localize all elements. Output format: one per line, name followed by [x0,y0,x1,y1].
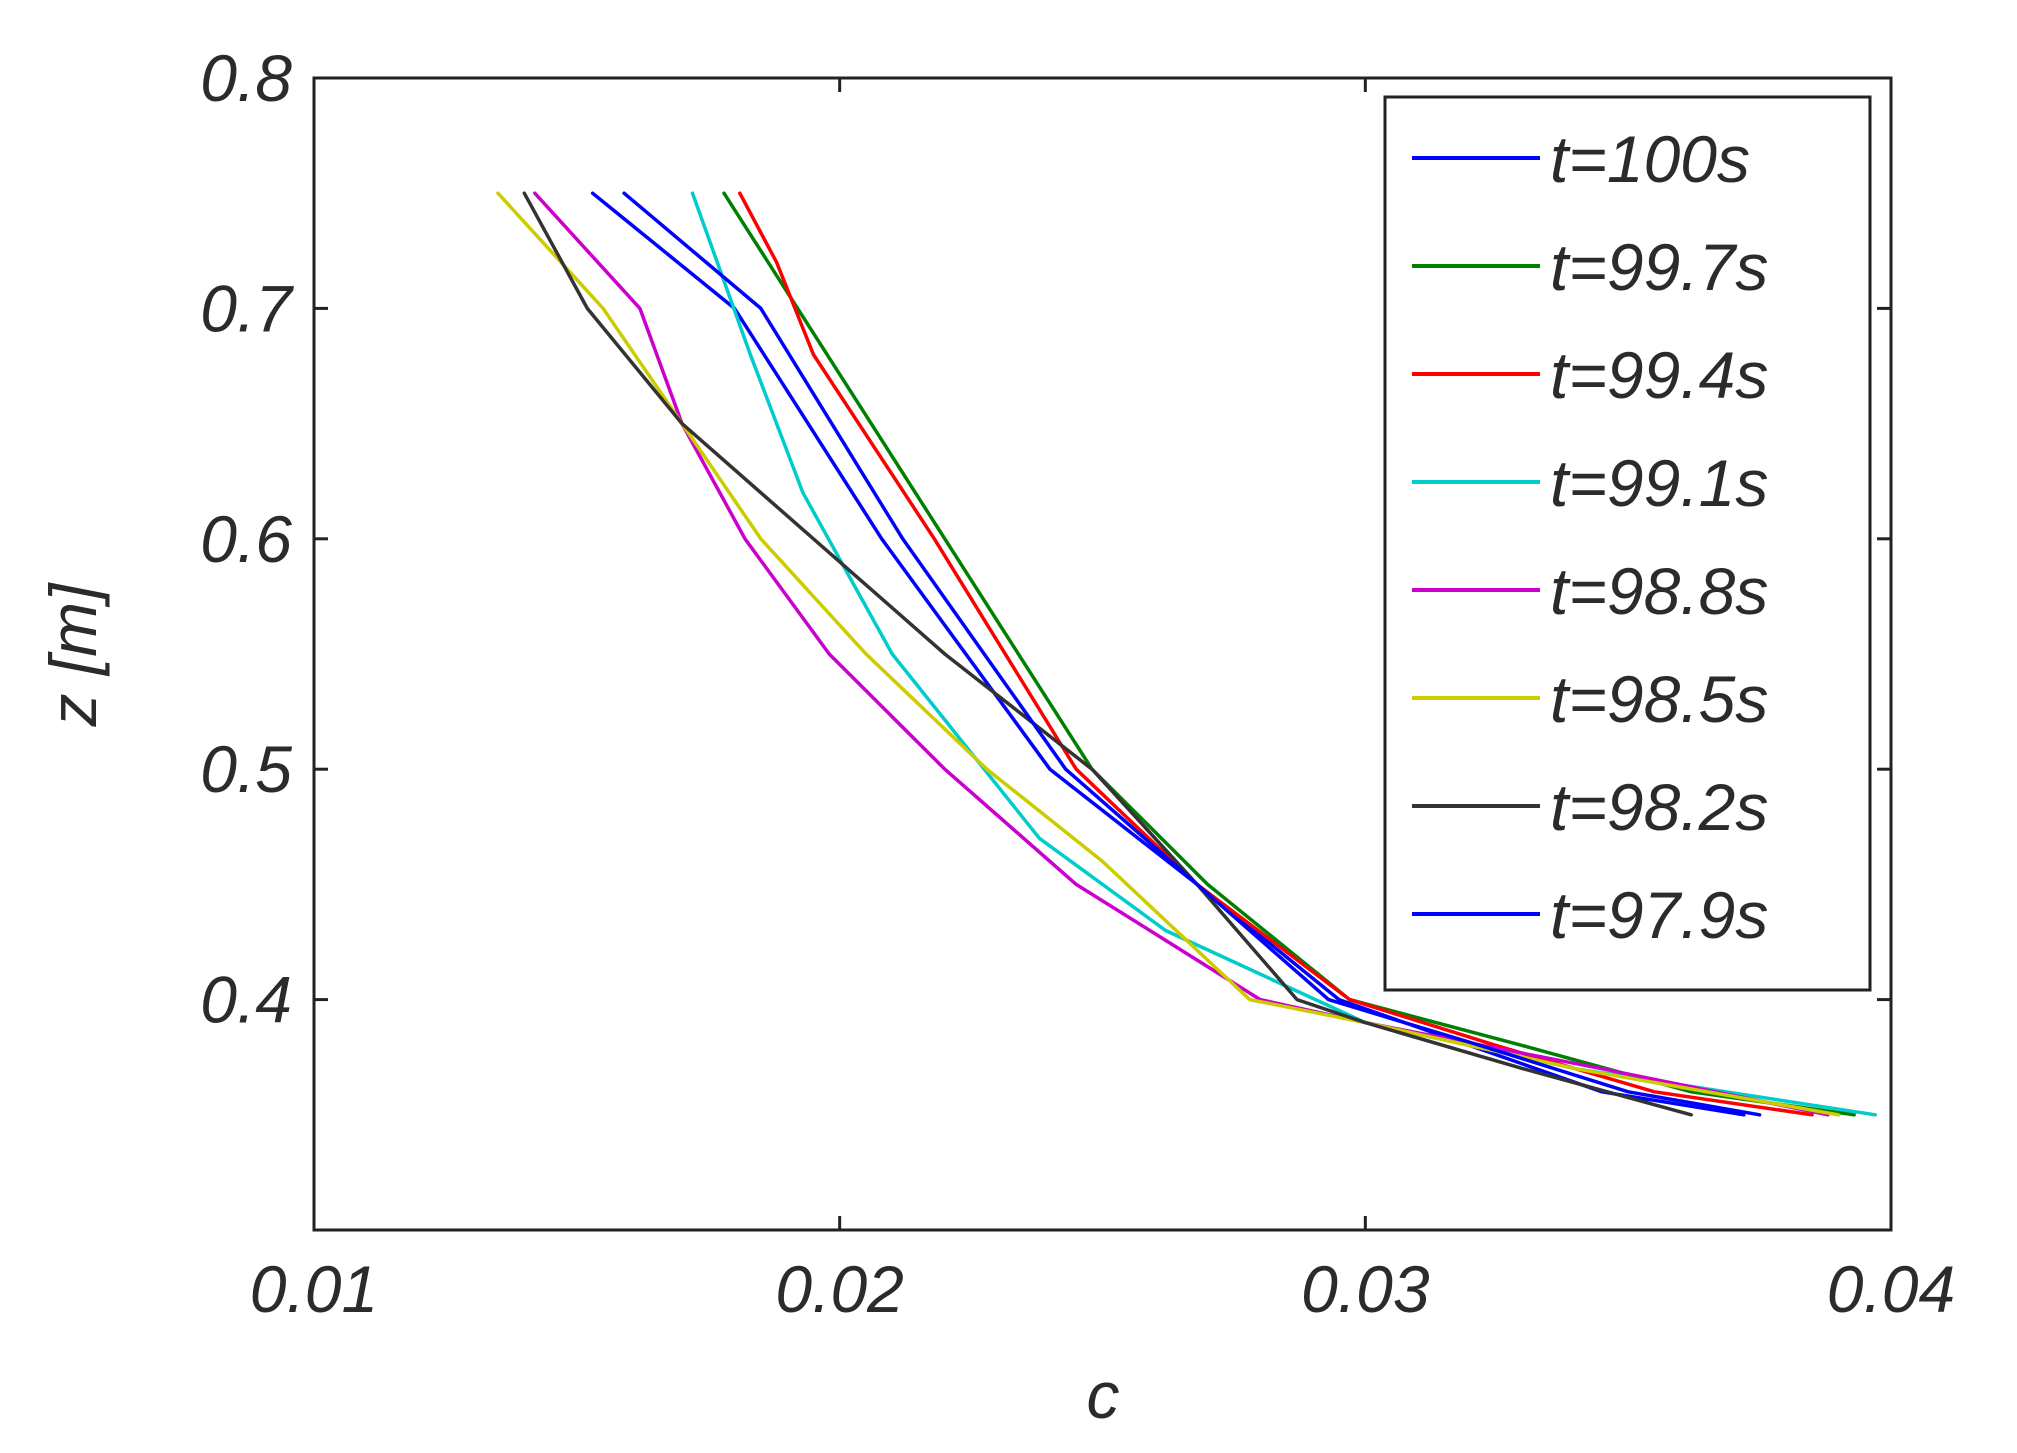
legend-label: t=99.1s [1550,446,1768,520]
series-layer [496,191,1877,1117]
y-tick-label: 0.4 [200,963,292,1037]
legend-label: t=99.4s [1550,338,1768,412]
legend-label: t=98.5s [1550,662,1768,736]
legend-label: t=97.9s [1550,878,1768,952]
y-tick-label: 0.7 [200,271,294,345]
x-axis-label: c [1087,1358,1120,1432]
series-line-8 [622,191,1762,1117]
legend-label: t=98.8s [1550,554,1768,628]
series-line-7 [522,191,1693,1117]
y-tick-label: 0.8 [200,41,292,115]
legend: t=100s t=99.7s t=99.4s t=99.1s t=98.8s t=98.5… [1383,95,1872,992]
x-tick-label: 0.02 [775,1252,903,1326]
legend-label: t=98.2s [1550,770,1768,844]
y-axis-label: z [m] [36,582,110,728]
legend-label: t=99.7s [1550,230,1768,304]
y-tick-label: 0.5 [200,732,292,806]
legend-label: t=100s [1550,122,1750,196]
legend-box [1383,95,1872,992]
ticks-layer: 0.01 0.02 0.03 0.04 0.4 0.5 0.6 0.7 0.8 [200,41,1955,1326]
series-line-6 [496,191,1841,1117]
x-tick-label: 0.04 [1827,1252,1955,1326]
x-tick-label: 0.01 [250,1252,378,1326]
x-tick-label: 0.03 [1301,1252,1430,1326]
y-tick-label: 0.6 [200,502,292,576]
series-line-5 [533,191,1830,1117]
